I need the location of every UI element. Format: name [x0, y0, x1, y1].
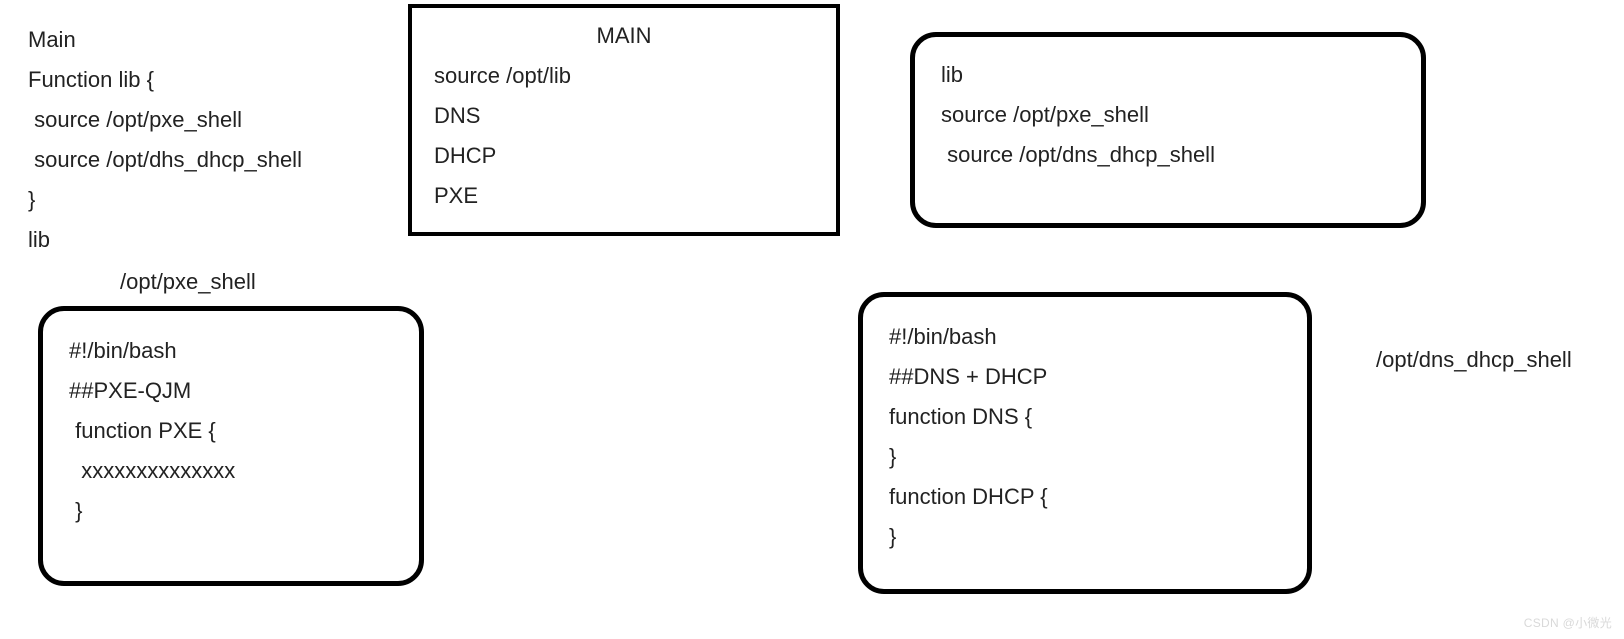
left-text-line: source /opt/dhs_dhcp_shell — [28, 140, 398, 180]
main-box-line: source /opt/lib — [434, 56, 814, 96]
main-box-title: MAIN — [434, 16, 814, 56]
pxe-shell-path-label: /opt/pxe_shell — [120, 262, 256, 302]
left-text-block: Main Function lib { source /opt/pxe_shel… — [28, 20, 398, 260]
dns-dhcp-box: #!/bin/bash ##DNS + DHCP function DNS { … — [858, 292, 1312, 594]
pxe-box: #!/bin/bash ##PXE-QJM function PXE { xxx… — [38, 306, 424, 586]
dns-dhcp-box-line: #!/bin/bash — [889, 317, 1281, 357]
dns-dhcp-box-line: function DHCP { — [889, 477, 1281, 517]
dns-dhcp-box-line: function DNS { — [889, 397, 1281, 437]
lib-box-line: source /opt/dns_dhcp_shell — [941, 135, 1395, 175]
dns-dhcp-box-line: } — [889, 517, 1281, 557]
left-text-line: lib — [28, 220, 398, 260]
dns-dhcp-side-label: /opt/dns_dhcp_shell — [1376, 340, 1572, 380]
left-text-line: source /opt/pxe_shell — [28, 100, 398, 140]
pxe-box-line: } — [69, 491, 393, 531]
lib-box-line: source /opt/pxe_shell — [941, 95, 1395, 135]
main-box-line: DNS — [434, 96, 814, 136]
lib-box: lib source /opt/pxe_shell source /opt/dn… — [910, 32, 1426, 228]
pxe-box-line: function PXE { — [69, 411, 393, 451]
main-box-line: PXE — [434, 176, 814, 216]
pxe-box-line: #!/bin/bash — [69, 331, 393, 371]
left-text-line: Function lib { — [28, 60, 398, 100]
left-text-line: Main — [28, 20, 398, 60]
pxe-box-line: ##PXE-QJM — [69, 371, 393, 411]
left-text-line: } — [28, 180, 398, 220]
left-sub-label: /opt/pxe_shell — [120, 262, 256, 302]
main-box-line: DHCP — [434, 136, 814, 176]
pxe-box-line: xxxxxxxxxxxxxx — [69, 451, 393, 491]
dns-dhcp-box-line: } — [889, 437, 1281, 477]
dns-dhcp-box-line: ##DNS + DHCP — [889, 357, 1281, 397]
lib-box-line: lib — [941, 55, 1395, 95]
dns-dhcp-path-label: /opt/dns_dhcp_shell — [1376, 340, 1572, 380]
main-box: MAIN source /opt/lib DNS DHCP PXE — [408, 4, 840, 236]
watermark-text: CSDN @小微光 — [1524, 614, 1612, 631]
